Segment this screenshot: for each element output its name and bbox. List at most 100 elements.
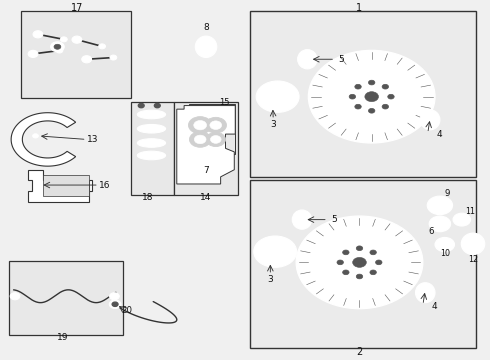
Circle shape <box>283 260 289 264</box>
Circle shape <box>194 148 197 152</box>
Circle shape <box>194 156 197 159</box>
Circle shape <box>447 204 452 207</box>
Text: 4: 4 <box>431 302 437 311</box>
Circle shape <box>356 246 363 251</box>
Text: 13: 13 <box>87 135 99 144</box>
Text: 3: 3 <box>268 275 273 284</box>
Ellipse shape <box>416 283 435 303</box>
Ellipse shape <box>296 214 308 225</box>
Circle shape <box>382 104 389 109</box>
Circle shape <box>323 61 420 132</box>
Circle shape <box>292 95 298 99</box>
Circle shape <box>265 87 291 106</box>
Circle shape <box>211 159 216 162</box>
Circle shape <box>427 196 453 215</box>
Circle shape <box>432 198 436 201</box>
Circle shape <box>279 82 284 86</box>
Circle shape <box>382 84 389 89</box>
Circle shape <box>194 121 207 130</box>
Circle shape <box>264 85 270 89</box>
Circle shape <box>365 92 378 102</box>
Circle shape <box>388 94 394 99</box>
Text: 18: 18 <box>142 193 153 202</box>
Circle shape <box>211 145 216 148</box>
Ellipse shape <box>301 54 313 65</box>
Ellipse shape <box>466 237 480 251</box>
Text: 3: 3 <box>270 120 276 129</box>
Ellipse shape <box>141 112 162 117</box>
Circle shape <box>32 134 38 138</box>
Ellipse shape <box>297 50 317 69</box>
Circle shape <box>433 201 447 210</box>
Circle shape <box>370 270 376 275</box>
Circle shape <box>54 44 61 49</box>
Circle shape <box>207 161 211 163</box>
Circle shape <box>440 197 444 200</box>
Circle shape <box>192 143 220 165</box>
Circle shape <box>138 103 144 108</box>
Circle shape <box>358 87 385 107</box>
Circle shape <box>445 238 448 240</box>
Circle shape <box>256 81 299 112</box>
Circle shape <box>330 66 413 127</box>
Circle shape <box>370 250 376 255</box>
Circle shape <box>259 89 265 93</box>
Circle shape <box>189 117 212 134</box>
Text: 7: 7 <box>203 166 209 175</box>
Circle shape <box>201 161 205 163</box>
Circle shape <box>444 198 448 201</box>
Circle shape <box>262 260 268 264</box>
Text: 4: 4 <box>436 130 441 139</box>
Circle shape <box>355 104 361 109</box>
Circle shape <box>437 246 440 248</box>
Ellipse shape <box>141 126 162 131</box>
Text: 15: 15 <box>220 98 230 107</box>
Circle shape <box>446 207 451 210</box>
Circle shape <box>10 293 20 300</box>
Circle shape <box>283 240 289 244</box>
Circle shape <box>190 132 211 147</box>
Circle shape <box>451 243 454 246</box>
Circle shape <box>429 207 433 210</box>
Circle shape <box>60 37 67 42</box>
Circle shape <box>436 197 440 200</box>
Circle shape <box>255 249 261 254</box>
Circle shape <box>264 104 270 109</box>
Circle shape <box>288 255 294 259</box>
Circle shape <box>196 159 201 162</box>
Circle shape <box>72 36 82 43</box>
Bar <box>130 102 174 195</box>
Circle shape <box>440 240 450 248</box>
Circle shape <box>291 89 296 93</box>
Circle shape <box>210 135 221 143</box>
Circle shape <box>196 145 201 148</box>
Circle shape <box>269 262 274 266</box>
Circle shape <box>444 210 448 212</box>
Circle shape <box>291 100 296 104</box>
Text: 1: 1 <box>356 3 363 13</box>
Bar <box>250 180 476 348</box>
Circle shape <box>192 152 196 155</box>
Circle shape <box>205 117 226 133</box>
Circle shape <box>356 274 363 279</box>
Ellipse shape <box>199 40 213 53</box>
Circle shape <box>457 216 466 223</box>
Circle shape <box>98 44 105 49</box>
Circle shape <box>375 260 382 265</box>
Circle shape <box>440 211 444 214</box>
Text: 5: 5 <box>339 55 344 64</box>
Circle shape <box>439 248 441 250</box>
Ellipse shape <box>424 114 436 126</box>
Text: 20: 20 <box>122 306 133 315</box>
Circle shape <box>436 211 440 214</box>
Circle shape <box>453 213 470 226</box>
Circle shape <box>318 232 401 293</box>
Circle shape <box>286 104 292 109</box>
Bar <box>21 11 130 98</box>
Circle shape <box>308 50 435 143</box>
Circle shape <box>345 77 398 116</box>
Text: 9: 9 <box>444 189 450 198</box>
Circle shape <box>368 108 375 113</box>
Circle shape <box>279 107 284 111</box>
Circle shape <box>446 201 451 204</box>
